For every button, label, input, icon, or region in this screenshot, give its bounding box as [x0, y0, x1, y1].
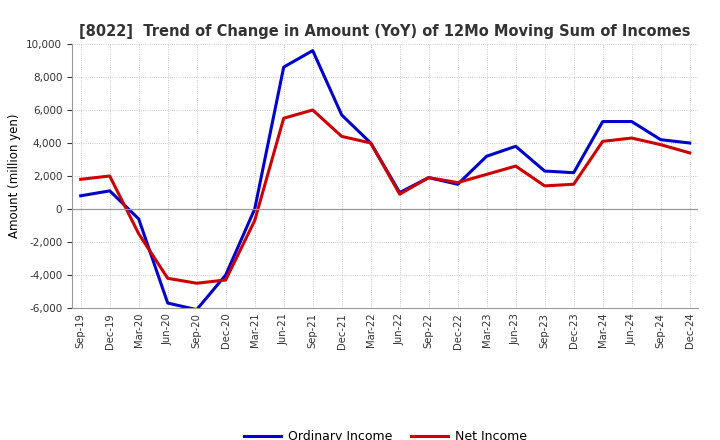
Net Income [685, 150, 694, 156]
Y-axis label: Amount (million yen): Amount (million yen) [8, 114, 21, 238]
Net Income [424, 175, 433, 180]
Ordinary Income [105, 188, 114, 194]
Ordinary Income [308, 48, 317, 53]
Ordinary Income [366, 140, 375, 146]
Ordinary Income [482, 154, 491, 159]
Line: Net Income: Net Income [81, 110, 690, 283]
Net Income [308, 107, 317, 113]
Net Income [163, 275, 172, 281]
Net Income [511, 163, 520, 169]
Net Income [279, 116, 288, 121]
Title: [8022]  Trend of Change in Amount (YoY) of 12Mo Moving Sum of Incomes: [8022] Trend of Change in Amount (YoY) o… [79, 24, 691, 39]
Ordinary Income [454, 182, 462, 187]
Net Income [135, 231, 143, 236]
Ordinary Income [685, 140, 694, 146]
Ordinary Income [657, 137, 665, 142]
Net Income [395, 191, 404, 197]
Net Income [105, 173, 114, 179]
Ordinary Income [251, 206, 259, 212]
Net Income [541, 183, 549, 188]
Ordinary Income [163, 301, 172, 306]
Ordinary Income [192, 307, 201, 312]
Net Income [221, 277, 230, 282]
Ordinary Income [570, 170, 578, 175]
Ordinary Income [541, 169, 549, 174]
Net Income [338, 134, 346, 139]
Legend: Ordinary Income, Net Income: Ordinary Income, Net Income [239, 425, 531, 440]
Net Income [454, 180, 462, 185]
Net Income [482, 172, 491, 177]
Ordinary Income [338, 112, 346, 117]
Net Income [570, 182, 578, 187]
Net Income [251, 218, 259, 223]
Net Income [192, 281, 201, 286]
Ordinary Income [598, 119, 607, 124]
Ordinary Income [395, 190, 404, 195]
Ordinary Income [511, 143, 520, 149]
Ordinary Income [627, 119, 636, 124]
Ordinary Income [424, 175, 433, 180]
Ordinary Income [135, 216, 143, 221]
Ordinary Income [279, 64, 288, 70]
Ordinary Income [221, 272, 230, 278]
Line: Ordinary Income: Ordinary Income [81, 51, 690, 310]
Ordinary Income [76, 193, 85, 198]
Net Income [76, 176, 85, 182]
Net Income [598, 139, 607, 144]
Net Income [627, 136, 636, 141]
Net Income [657, 142, 665, 147]
Net Income [366, 140, 375, 146]
